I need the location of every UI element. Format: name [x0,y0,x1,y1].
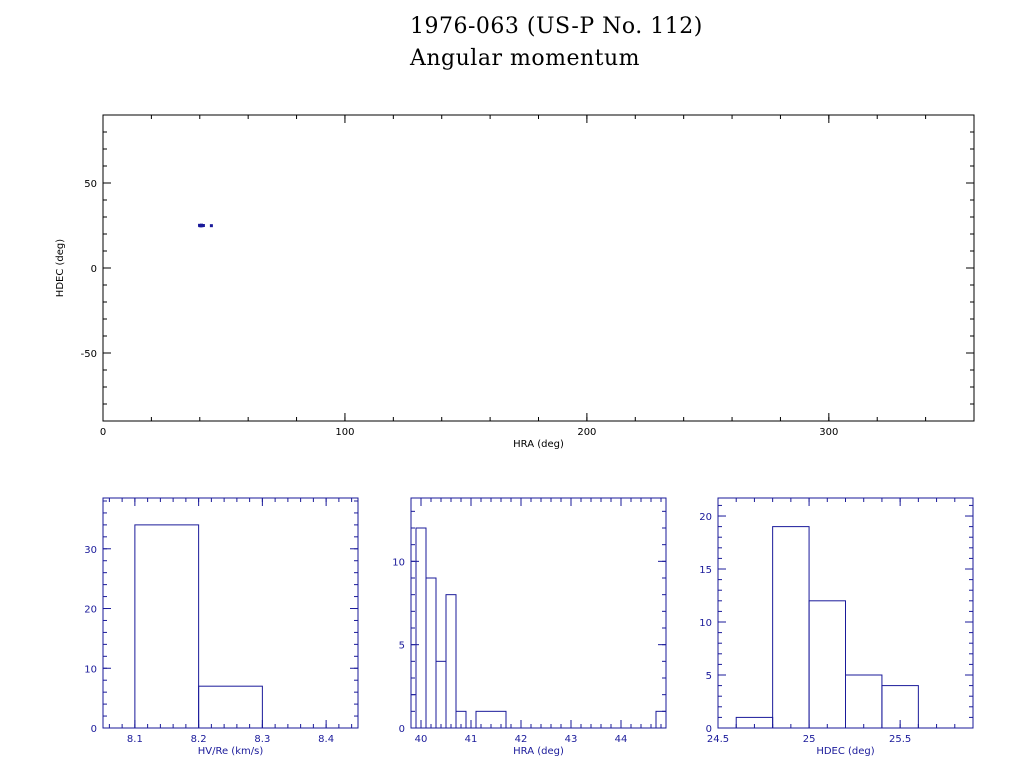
x-tick-label: 8.4 [318,734,334,745]
y-tick-label: 20 [699,512,712,523]
x-axis-label: HDEC (deg) [816,746,874,757]
y-tick-label: 5 [706,671,712,682]
y-tick-label: 50 [84,179,97,190]
y-tick-label: -50 [81,349,97,360]
x-tick-label: 300 [819,427,838,438]
histogram-bar [425,577,437,729]
x-tick-label: 8.2 [191,734,207,745]
histogram-bar [198,685,263,729]
velocity-histogram-panel: 8.1 8.2 8.3 8.4 0 10 20 30 HV/Re (km/s) [84,497,359,757]
x-tick-label: 41 [465,734,478,745]
plot-frame [410,497,667,729]
plot-frame [102,497,359,729]
histogram-bar [845,674,883,729]
y-tick-label: 20 [84,605,97,616]
y-tick-label: 0 [706,724,712,735]
y-tick-label: 10 [392,557,405,568]
x-tick-label: 8.3 [254,734,270,745]
x-axis-label: HRA (deg) [513,746,564,757]
histogram-bar [475,710,507,729]
histogram-bar [455,710,467,729]
y-tick-label: 0 [91,724,97,735]
histogram-bar [134,524,200,729]
histogram-bar [445,594,457,729]
x-tick-label: 25.5 [889,734,911,745]
x-tick-label: 25 [803,734,816,745]
scatter-panel: 0 100 200 300 -50 0 50 HRA (deg) HDEC (deg) [55,114,975,450]
x-axis-label: HRA (deg) [513,439,564,450]
histogram-bar [435,660,447,729]
y-tick-label: 15 [699,565,712,576]
x-tick-label: 43 [565,734,578,745]
hra-histogram-panel: 40 41 42 43 44 0 5 10 HRA (deg) [392,497,667,757]
y-tick-label: 0 [399,724,405,735]
x-tick-label: 0 [100,427,106,438]
plot-frame [102,114,975,422]
y-axis-label: HDEC (deg) [55,239,66,297]
histogram-bar [808,600,846,729]
y-tick-label: 5 [399,641,405,652]
x-tick-label: 42 [515,734,528,745]
histogram-bar [772,526,810,729]
y-tick-label: 30 [84,545,97,556]
y-tick-label: 10 [84,664,97,675]
chart-subtitle: Angular momentum [410,46,640,71]
histogram-bar [415,527,427,729]
data-point [201,224,205,227]
x-tick-label: 24.5 [707,734,729,745]
x-tick-label: 44 [615,734,628,745]
x-tick-label: 8.1 [127,734,143,745]
x-tick-label: 200 [577,427,596,438]
x-tick-label: 40 [415,734,428,745]
histogram-bar [881,685,919,729]
histogram-bar [655,710,667,729]
data-point [209,224,213,228]
chart-title: 1976-063 (US-P No. 112) [410,14,703,39]
x-axis-label: HV/Re (km/s) [198,746,264,757]
hdec-histogram-panel: 24.5 25 25.5 0 5 10 15 20 HDEC (deg) [699,497,974,757]
y-tick-label: 0 [91,264,97,275]
y-tick-label: 10 [699,618,712,629]
x-tick-label: 100 [335,427,354,438]
